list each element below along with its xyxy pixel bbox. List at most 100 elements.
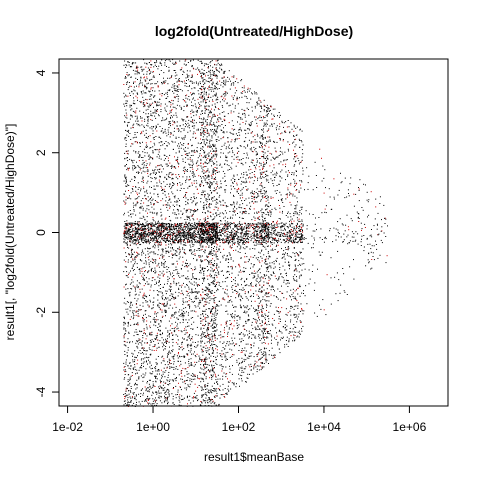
data-point: [196, 260, 198, 262]
data-point: [173, 70, 175, 71]
data-point: [296, 314, 298, 316]
data-point: [238, 132, 240, 133]
data-point: [212, 348, 214, 350]
data-point: [210, 369, 212, 371]
data-point: [185, 153, 187, 155]
data-point: [147, 108, 149, 110]
data-point: [218, 388, 220, 390]
data-point: [214, 312, 216, 314]
data-point: [287, 237, 289, 239]
data-point: [210, 270, 212, 272]
data-point: [203, 142, 205, 144]
data-point: [127, 349, 129, 351]
data-point: [157, 397, 159, 399]
data-point: [236, 235, 238, 236]
data-point: [210, 259, 212, 261]
data-point: [202, 298, 204, 300]
data-point: [123, 335, 125, 337]
data-point: [211, 344, 213, 346]
data-point: [212, 234, 214, 236]
data-point: [186, 230, 188, 232]
data-point: [167, 384, 169, 385]
data-point: [136, 117, 138, 119]
data-point: [218, 222, 220, 224]
data-point: [273, 224, 275, 226]
data-point: [293, 186, 295, 188]
data-point: [212, 236, 214, 238]
data-point: [225, 206, 227, 208]
data-point: [228, 70, 230, 72]
data-point: [294, 153, 296, 155]
data-point: [195, 202, 197, 204]
data-point: [179, 223, 181, 225]
data-point: [215, 348, 217, 350]
data-point: [229, 245, 231, 247]
data-point: [203, 241, 205, 243]
data-point: [130, 239, 132, 241]
data-point: [189, 235, 191, 237]
data-point: [325, 314, 327, 316]
data-point: [155, 380, 157, 382]
data-point: [215, 319, 217, 321]
data-point: [189, 80, 191, 82]
data-point: [271, 234, 273, 236]
data-point: [279, 123, 281, 125]
data-point: [214, 330, 215, 332]
data-point: [219, 235, 221, 236]
data-point: [229, 343, 231, 345]
data-point: [247, 237, 248, 239]
data-point: [273, 116, 275, 117]
data-point: [223, 132, 225, 134]
data-point: [320, 254, 322, 256]
data-point: [213, 178, 215, 180]
data-point: [257, 353, 259, 355]
data-point: [257, 325, 259, 327]
data-point: [148, 306, 150, 308]
data-point: [290, 296, 291, 298]
data-point: [205, 94, 207, 96]
data-point: [219, 353, 221, 355]
data-point: [139, 304, 141, 306]
data-point: [167, 240, 169, 242]
data-point: [181, 343, 183, 345]
data-point: [155, 313, 157, 315]
data-point: [172, 237, 174, 238]
data-point: [300, 180, 302, 182]
data-point: [129, 158, 131, 160]
data-point: [147, 230, 149, 232]
data-point: [134, 294, 136, 296]
data-point: [131, 108, 133, 110]
data-point: [202, 377, 204, 379]
data-point: [181, 214, 183, 215]
data-point: [250, 284, 252, 286]
data-point: [286, 196, 288, 198]
data-point: [294, 211, 296, 213]
data-point: [242, 122, 244, 123]
data-point: [225, 359, 227, 361]
data-point: [131, 375, 133, 376]
data-point: [264, 105, 266, 107]
data-point: [263, 327, 265, 329]
data-point: [222, 255, 224, 257]
data-point: [137, 222, 138, 224]
data-point: [132, 143, 134, 145]
data-point: [198, 278, 200, 280]
data-point: [188, 233, 190, 235]
data-point: [141, 363, 143, 365]
data-point: [259, 281, 261, 282]
data-point: [163, 225, 165, 227]
data-point: [145, 239, 147, 241]
data-point: [128, 64, 130, 66]
data-point: [209, 253, 211, 255]
data-point: [249, 166, 251, 168]
data-point: [361, 228, 363, 230]
data-point: [200, 133, 202, 135]
data-point: [161, 227, 162, 229]
data-point: [194, 241, 196, 243]
data-point: [229, 211, 231, 212]
data-point: [209, 159, 211, 161]
data-point: [166, 266, 168, 268]
data-point: [203, 152, 205, 154]
data-point: [205, 362, 207, 364]
data-point: [212, 341, 214, 343]
